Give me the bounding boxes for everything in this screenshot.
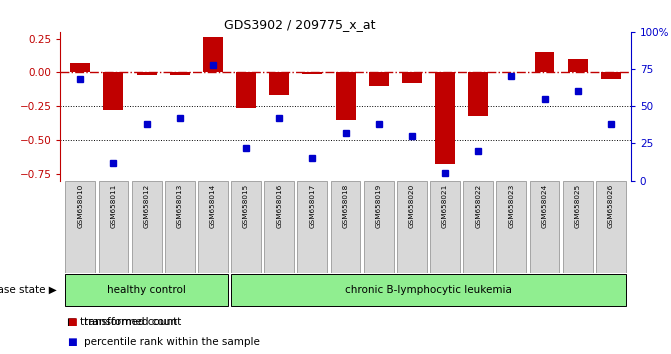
Text: GSM658023: GSM658023 [509,183,515,228]
Bar [601,73,621,79]
Text: GSM658019: GSM658019 [376,183,382,228]
FancyBboxPatch shape [165,181,195,273]
Text: transformed count: transformed count [84,317,181,327]
FancyBboxPatch shape [132,181,162,273]
Title: GDS3902 / 209775_x_at: GDS3902 / 209775_x_at [224,18,376,31]
Text: GSM658011: GSM658011 [111,183,117,228]
Text: GSM658026: GSM658026 [608,183,614,228]
Bar [137,73,156,75]
FancyBboxPatch shape [529,181,560,273]
FancyBboxPatch shape [331,181,360,273]
FancyBboxPatch shape [231,181,261,273]
Text: healthy control: healthy control [107,285,186,295]
Bar [568,59,588,73]
Text: GSM658024: GSM658024 [541,183,548,228]
FancyBboxPatch shape [497,181,526,273]
Bar [535,52,554,73]
Text: GSM658018: GSM658018 [343,183,348,228]
Bar [435,73,455,164]
Bar [468,73,488,116]
Text: GSM658017: GSM658017 [309,183,315,228]
Text: GSM658010: GSM658010 [77,183,83,228]
Text: ■: ■ [67,317,77,327]
Bar [170,73,190,75]
Bar [70,63,90,73]
Text: disease state ▶: disease state ▶ [0,285,57,295]
Bar [336,73,356,120]
Text: GSM658022: GSM658022 [475,183,481,228]
Text: GSM658012: GSM658012 [144,183,150,228]
FancyBboxPatch shape [231,274,626,306]
FancyBboxPatch shape [463,181,493,273]
Bar [369,73,389,86]
FancyBboxPatch shape [596,181,626,273]
Text: GSM658021: GSM658021 [442,183,448,228]
Text: percentile rank within the sample: percentile rank within the sample [84,337,260,348]
FancyBboxPatch shape [364,181,394,273]
Bar [103,73,123,110]
FancyBboxPatch shape [65,181,95,273]
Text: GSM658025: GSM658025 [574,183,580,228]
Bar [303,73,322,74]
Bar [269,73,289,95]
Text: GSM658020: GSM658020 [409,183,415,228]
FancyBboxPatch shape [563,181,592,273]
Text: GSM658015: GSM658015 [243,183,249,228]
Text: ■ transformed count: ■ transformed count [67,317,177,327]
FancyBboxPatch shape [397,181,427,273]
FancyBboxPatch shape [99,181,128,273]
FancyBboxPatch shape [65,274,228,306]
FancyBboxPatch shape [198,181,228,273]
Text: GSM658013: GSM658013 [176,183,183,228]
Text: ■: ■ [67,337,77,348]
FancyBboxPatch shape [297,181,327,273]
Bar [402,73,422,83]
FancyBboxPatch shape [264,181,294,273]
FancyBboxPatch shape [430,181,460,273]
Text: chronic B-lymphocytic leukemia: chronic B-lymphocytic leukemia [345,285,512,295]
Bar [203,37,223,73]
Text: GSM658016: GSM658016 [276,183,282,228]
Bar [236,73,256,108]
Text: GSM658014: GSM658014 [210,183,216,228]
